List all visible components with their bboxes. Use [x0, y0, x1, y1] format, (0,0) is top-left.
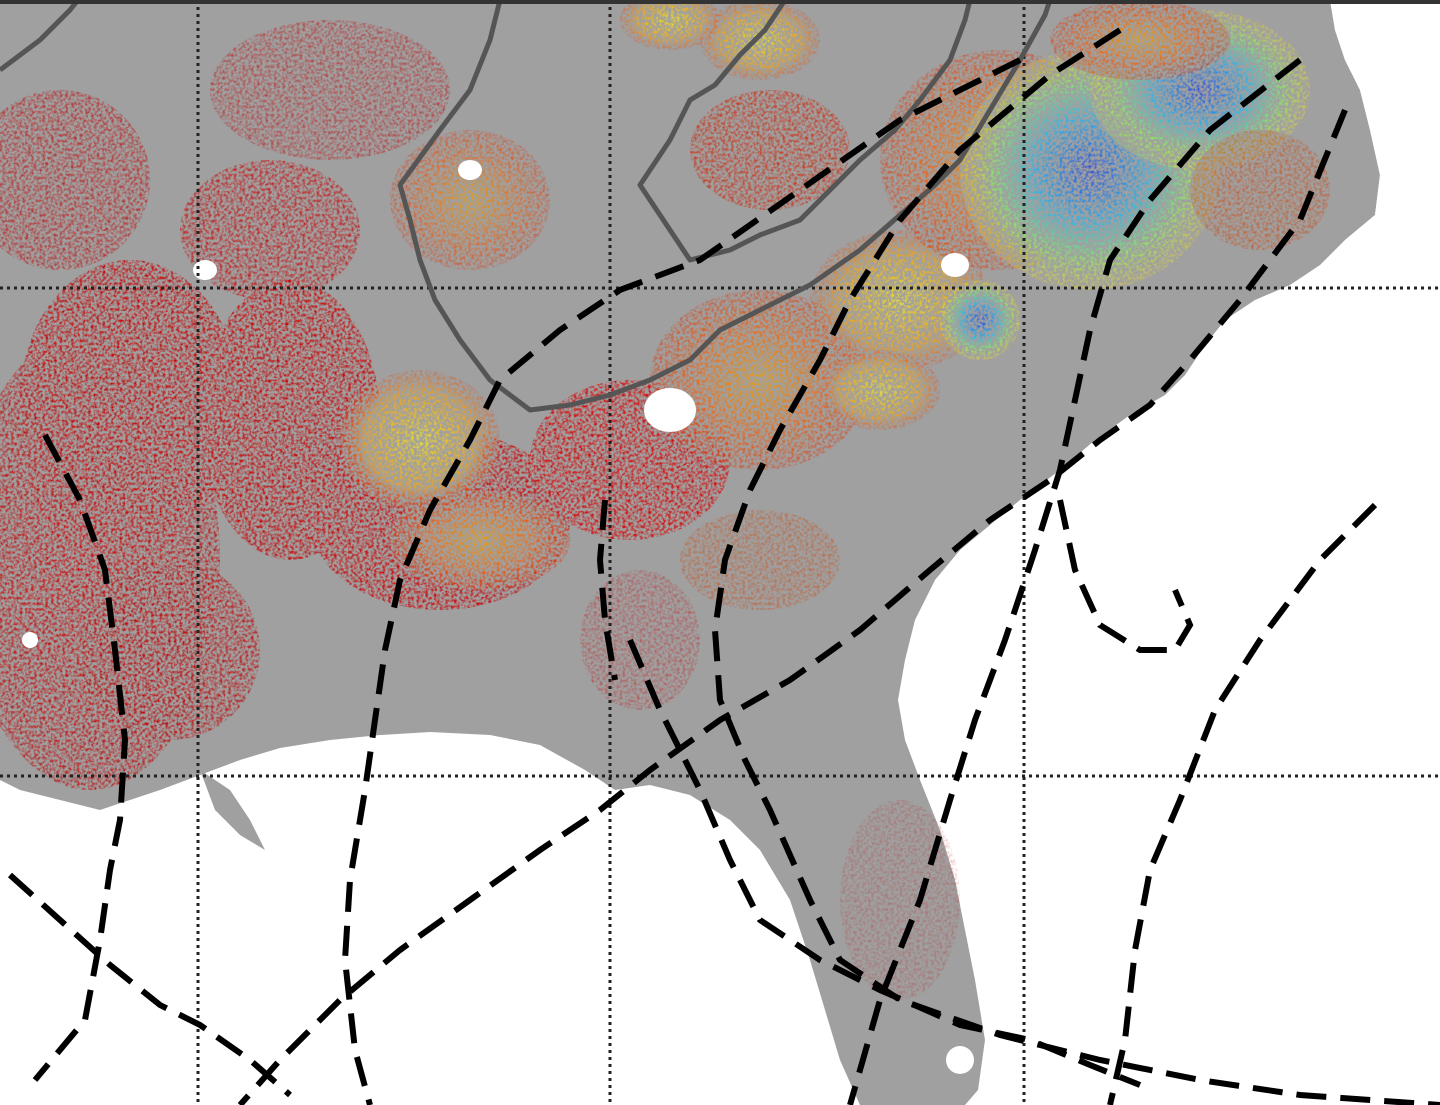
track-lines: [7, 27, 1440, 1105]
track-line: [847, 57, 1302, 1105]
boundary-line: [637, 0, 973, 263]
boundary-line: [397, 0, 1053, 413]
track-line: [1057, 499, 1194, 653]
track-line: [596, 499, 618, 681]
track-line: [7, 872, 292, 1098]
track-line: [237, 108, 1348, 1105]
data-raster: [0, 0, 1330, 1000]
coast-detail: [200, 770, 265, 850]
boundary-line: [0, 0, 80, 72]
track-line: [32, 433, 129, 1082]
coast-detail: [1330, 0, 1440, 290]
track-line: [341, 57, 1022, 1105]
track-line: [1107, 502, 1378, 1105]
track-line: [711, 27, 1440, 1105]
boundary-lines: [0, 0, 1053, 413]
track-line: [627, 638, 1142, 1088]
